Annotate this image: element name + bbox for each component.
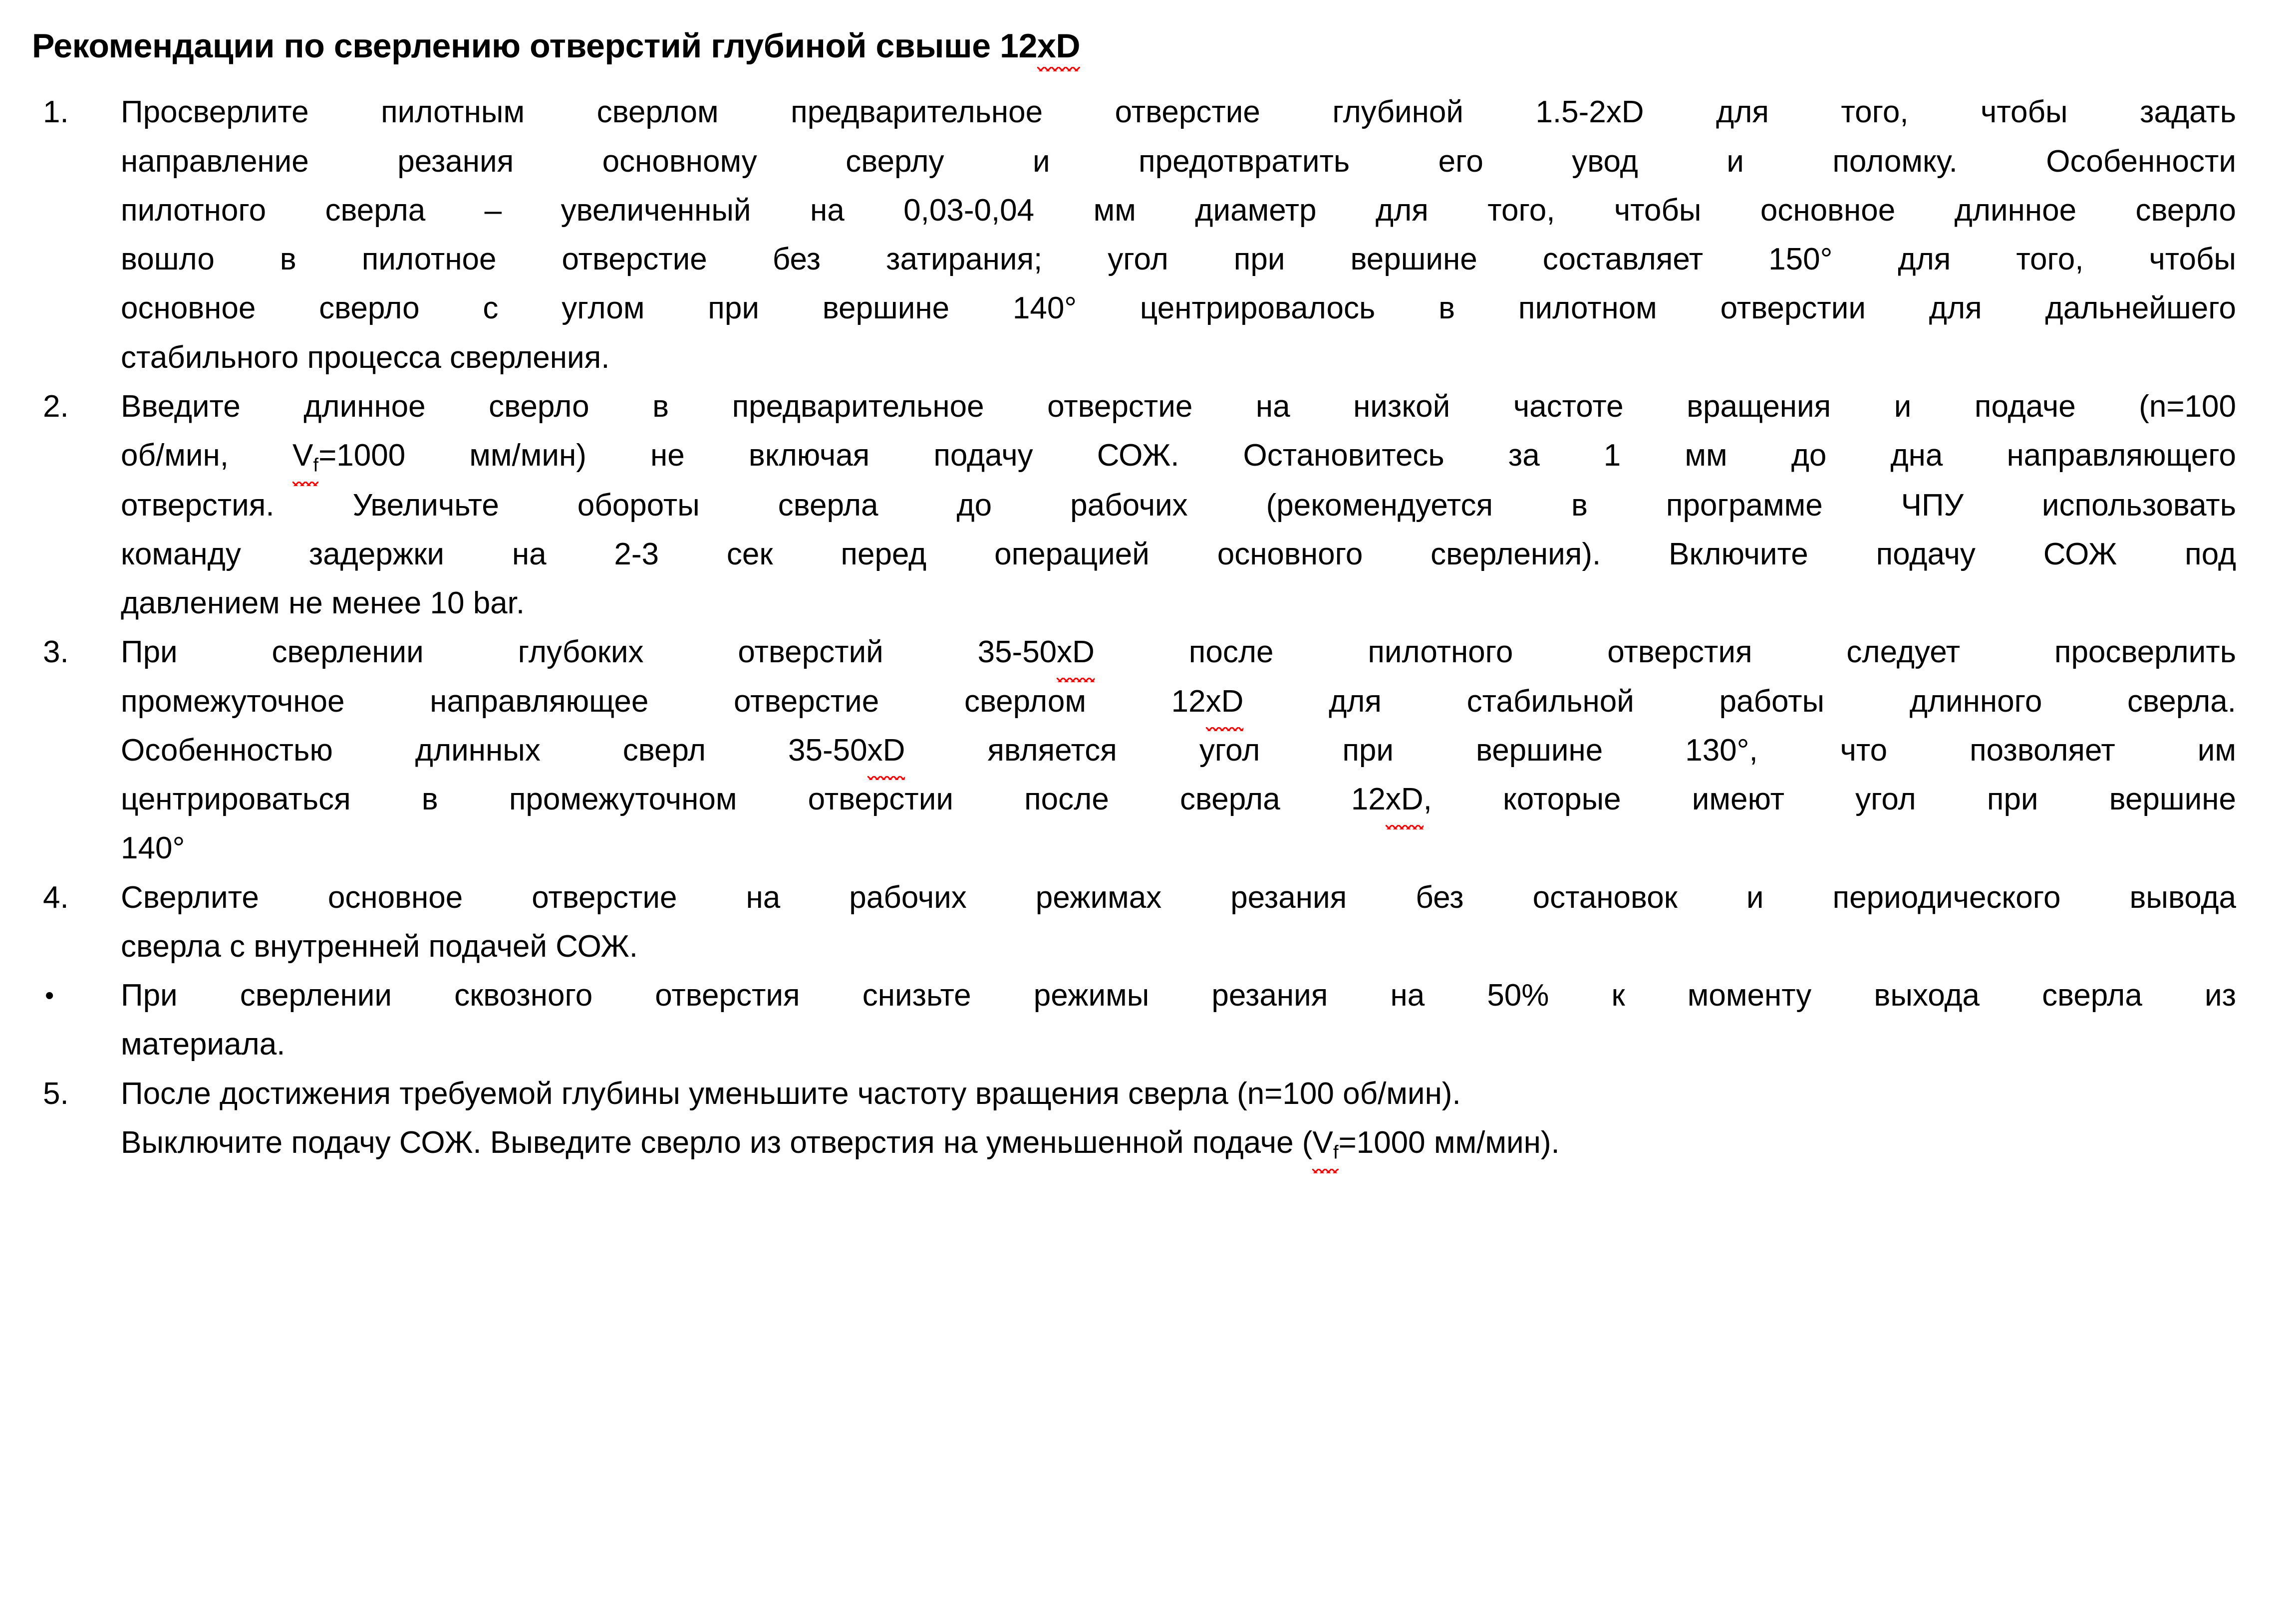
vf-subscript: f xyxy=(313,454,319,476)
text-fragment: об/мин, xyxy=(121,438,293,473)
text-line: основное сверло с углом при вершине 140°… xyxy=(121,291,2236,326)
list-item: 2. Введите длинное сверло в предваритель… xyxy=(30,382,2236,628)
text-fragment: , которые имеют угол при вершине xyxy=(1423,782,2236,817)
text-line: об/мин, Vf=1000 мм/мин) не включая подач… xyxy=(121,431,2236,487)
text-fragment: =1000 мм/мин) не включая подачу СОЖ. Ост… xyxy=(318,438,2236,473)
text-fragment: Выключите подачу СОЖ. Выведите сверло из… xyxy=(121,1125,1313,1160)
text-line: Введите длинное сверло в предварительное… xyxy=(121,389,2236,424)
text-line: материала. xyxy=(121,1027,286,1062)
list-marker-bullet: • xyxy=(45,981,54,1011)
list-item-text-3: При сверлении глубоких отверстий 35-50xD… xyxy=(121,628,2236,873)
vf-spellcheck-term: Vf xyxy=(1312,1118,1339,1174)
text-line: центрироваться в промежуточном отверстии… xyxy=(121,775,2236,829)
list-item-text-1: Просверлите пилотным сверлом предварител… xyxy=(121,88,2236,382)
title-text: Рекомендации по сверлению отверстий глуб… xyxy=(32,27,1037,65)
text-line: пилотного сверла – увеличенный на 0,03-0… xyxy=(121,193,2236,228)
text-fragment: При сверлении глубоких отверстий 35-50 xyxy=(121,635,1057,670)
list-marker-3: 3. xyxy=(43,635,69,670)
text-line: команду задержки на 2-3 сек перед операц… xyxy=(121,536,2236,571)
text-fragment: для стабильной работы длинного сверла. xyxy=(1243,684,2236,719)
list-marker-1: 1. xyxy=(43,95,69,130)
list-item-text-5: После достижения требуемой глубины умень… xyxy=(121,1069,2236,1174)
vf-subscript: f xyxy=(1333,1141,1339,1163)
list-item: 5. После достижения требуемой глубины ум… xyxy=(30,1069,2236,1174)
text-line: давлением не менее 10 bar. xyxy=(121,586,525,621)
text-line: промежуточное направляющее отверстие све… xyxy=(121,677,2236,732)
title-spellcheck-term: xD xyxy=(1037,26,1081,72)
text-line: При сверлении глубоких отверстий 35-50xD… xyxy=(121,628,2236,683)
text-fragment: является угол при вершине 130°, что позв… xyxy=(905,733,2236,768)
xd-spellcheck-term: xD xyxy=(1057,628,1095,683)
vf-spellcheck-term: Vf xyxy=(292,431,319,487)
text-line: 140° xyxy=(121,831,185,866)
text-fragment: Особенностью длинных сверл 35-50 xyxy=(121,733,867,768)
recommendations-list: 1. Просверлите пилотным сверлом предвари… xyxy=(30,88,2236,1174)
xd-spellcheck-term: xD xyxy=(1205,677,1243,732)
text-line: вошло в пилотное отверстие без затирания… xyxy=(121,242,2236,277)
text-line: отверстия. Увеличьте обороты сверла до р… xyxy=(121,488,2236,523)
text-line: направление резания основному сверлу и п… xyxy=(121,144,2236,179)
xd-spellcheck-term: xD xyxy=(867,726,905,781)
text-line: Сверлите основное отверстие на рабочих р… xyxy=(121,880,2236,915)
text-line: Особенностью длинных сверл 35-50xD являе… xyxy=(121,726,2236,781)
text-fragment: промежуточное направляющее отверстие све… xyxy=(121,684,1206,719)
text-line: После достижения требуемой глубины умень… xyxy=(121,1076,1461,1111)
list-item: 4. Сверлите основное отверстие на рабочи… xyxy=(30,873,2236,972)
list-marker-5: 5. xyxy=(43,1076,69,1111)
xd-spellcheck-term: xD xyxy=(1385,775,1424,829)
text-line: сверла с внутренней подачей СОЖ. xyxy=(121,929,638,964)
list-item-text-4: Сверлите основное отверстие на рабочих р… xyxy=(121,873,2236,972)
list-item-text-bullet: При сверлении сквозного отверстия снизьт… xyxy=(121,971,2236,1069)
text-line: При сверлении сквозного отверстия снизьт… xyxy=(121,978,2236,1013)
list-item: 1. Просверлите пилотным сверлом предвари… xyxy=(30,88,2236,382)
vf-symbol: V xyxy=(1312,1125,1333,1160)
text-fragment: центрироваться в промежуточном отверстии… xyxy=(121,782,1386,817)
text-fragment: =1000 мм/мин). xyxy=(1338,1125,1560,1160)
text-line: Просверлите пилотным сверлом предварител… xyxy=(121,95,2236,130)
text-line: Выключите подачу СОЖ. Выведите сверло из… xyxy=(121,1118,2236,1174)
list-item-text-2: Введите длинное сверло в предварительное… xyxy=(121,382,2236,628)
text-line: стабильного процесса сверления. xyxy=(121,340,610,375)
list-marker-4: 4. xyxy=(43,880,69,915)
list-item: 3. При сверлении глубоких отверстий 35-5… xyxy=(30,628,2236,873)
vf-symbol: V xyxy=(292,438,313,473)
list-marker-2: 2. xyxy=(43,389,69,424)
page-title: Рекомендации по сверлению отверстий глуб… xyxy=(30,26,2236,72)
list-item: • При сверлении сквозного отверстия сниз… xyxy=(30,971,2236,1069)
text-fragment: после пилотного отверстия следует просве… xyxy=(1094,635,2236,670)
